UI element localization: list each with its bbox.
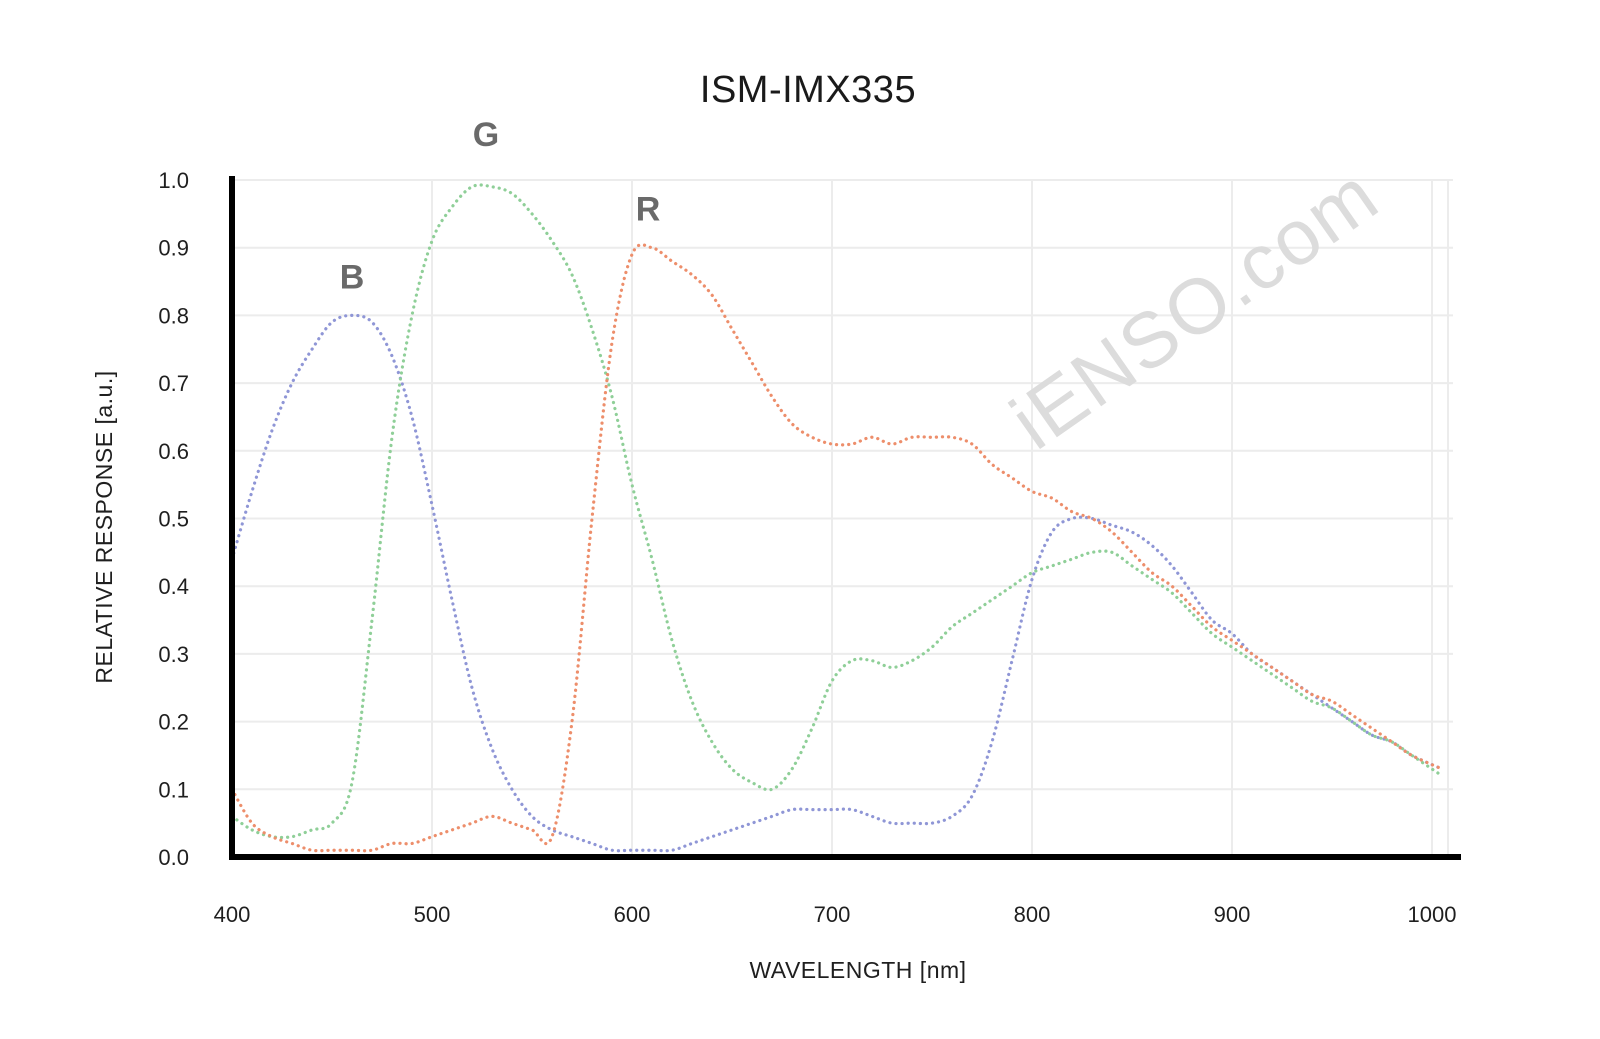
grid-layer: [232, 179, 1453, 857]
y-tick-label: 0.4: [158, 574, 189, 599]
series-label-r: R: [636, 191, 661, 229]
y-tick-label: 0.9: [158, 236, 189, 261]
x-tick-label: 900: [1214, 902, 1251, 927]
axis-layer: [229, 176, 1461, 860]
y-tick-label: 0.2: [158, 710, 189, 735]
y-tick-label: 0.7: [158, 371, 189, 396]
x-tick-label: 800: [1014, 902, 1051, 927]
series-label-b: B: [340, 258, 365, 296]
y-tick-label: 1.0: [158, 168, 189, 193]
x-axis-title: WAVELENGTH [nm]: [749, 957, 966, 983]
y-tick-label: 0.0: [158, 845, 189, 870]
series-line-b: [230, 313, 1444, 853]
series-label-g: G: [473, 116, 499, 154]
x-tick-label: 700: [814, 902, 851, 927]
y-tick-label: 0.8: [158, 303, 189, 328]
x-tick-label: 400: [214, 902, 251, 927]
x-tick-label: 500: [414, 902, 451, 927]
x-tick-label: 1000: [1408, 902, 1457, 927]
y-tick-label: 0.6: [158, 439, 189, 464]
chart-title: ISM-IMX335: [700, 69, 916, 111]
y-tick-label: 0.3: [158, 642, 189, 667]
watermark-text: iENSO.com: [995, 150, 1394, 466]
label-layer: 400 500 600 700 800 900 1000 0.0 0.1 0.2 0.3 0.4 0.5…: [158, 116, 1456, 927]
x-tick-label: 600: [614, 902, 651, 927]
y-axis-title: RELATIVE RESPONSE [a.u.]: [91, 370, 117, 683]
watermark-layer: iENSO.com: [995, 150, 1394, 466]
y-tick-label: 0.1: [158, 777, 189, 802]
series-line-r: [230, 243, 1444, 853]
series-layer: [230, 183, 1444, 853]
y-tick-label: 0.5: [158, 507, 189, 532]
series-line-g: [230, 183, 1444, 840]
